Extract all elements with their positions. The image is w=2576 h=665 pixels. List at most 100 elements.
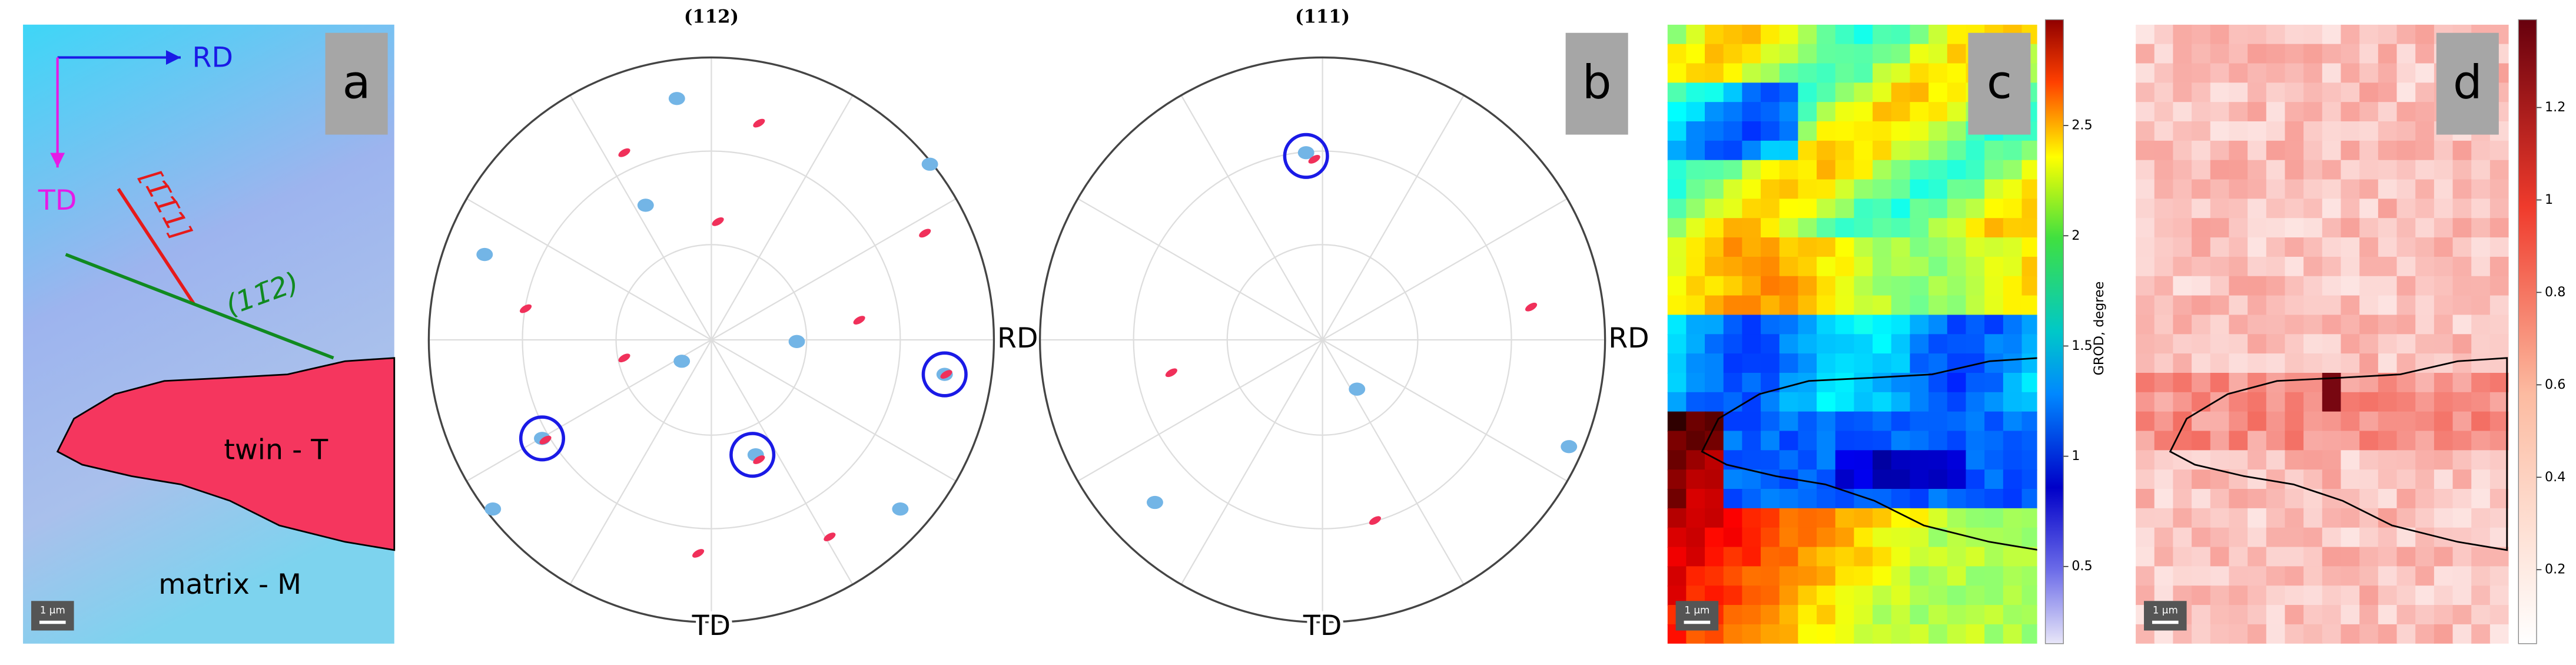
twin-region [56,357,396,551]
map-cell [1723,585,1743,606]
map-cell [1817,63,1837,84]
map-cell [1798,392,1818,413]
map-cell [2173,160,2193,180]
map-cell [2341,237,2361,258]
map-cell [1947,218,1967,239]
map-cell [1947,334,1967,355]
map-cell [1705,218,1725,239]
map-cell [2489,431,2509,451]
map-cell [2136,44,2156,64]
map-cell [1947,624,1967,644]
map-cell [1910,489,1930,509]
map-cell [2303,63,2323,84]
map-cell [2415,198,2435,219]
map-cell [2210,547,2230,567]
map-cell [2471,218,2491,239]
map-cell [2229,527,2249,548]
map-cell [1761,179,1781,200]
map-cell [2415,489,2435,509]
map-cell [1798,353,1818,374]
map-cell [2229,489,2249,509]
map-cell [2173,218,2193,239]
map-cell [2322,237,2342,258]
map-cell [1910,82,1930,103]
map-cell [2471,450,2491,471]
map-cell [2452,508,2472,529]
pole-point [753,118,765,128]
map-cell [1966,392,1986,413]
map-cell [1779,411,1799,432]
map-cell [1835,450,1855,471]
map-cell [2471,160,2491,180]
map-cell [1686,63,1706,84]
map-cell [2434,315,2454,335]
map-cell [1817,527,1837,548]
map-cell [2452,256,2472,277]
map-cell [1723,431,1743,451]
map-cell [1779,63,1799,84]
map [2136,24,2509,644]
map-cell [1873,315,1893,335]
map-cell [2154,508,2174,529]
pole-figure: (111) RD TD [1038,6,1652,645]
map-cell [2173,315,2193,335]
colorbar [2518,19,2537,644]
map-cell [1798,566,1818,587]
map-cell [2229,315,2249,335]
map-cell [1984,218,2004,239]
map-cell [1723,489,1743,509]
map-cell [1686,353,1706,374]
map-cell [1910,547,1930,567]
map-cell [1835,160,1855,180]
map-cell [2248,218,2268,239]
map-cell [2303,160,2323,180]
map-cell [1966,431,1986,451]
map-cell [1928,102,1948,123]
map-cell [2136,24,2156,45]
map-cell [1686,527,1706,548]
map-cell [1928,315,1948,335]
map-cell [2378,315,2398,335]
map-cell [1686,431,1706,451]
map-cell [1910,353,1930,374]
map-cell [2173,547,2193,567]
map-cell [2173,276,2193,296]
map-cell [2489,392,2509,413]
map-cell [1891,218,1911,239]
map-cell [1854,295,1874,316]
map-cell [1723,605,1743,626]
map-cell [1891,431,1911,451]
map-cell [2003,508,2023,529]
map-cell [1667,276,1687,296]
map-cell [2266,160,2286,180]
map-cell [1854,353,1874,374]
matrix-label: matrix - M [158,568,301,601]
map-cell [1779,295,1799,316]
map-cell [2303,334,2323,355]
map-cell [1723,121,1743,142]
map-cell [1798,218,1818,239]
map-cell [1854,624,1874,644]
map-cell [2266,624,2286,644]
map-cell [1779,179,1799,200]
map-cell [1742,256,1762,277]
map-cell [2136,372,2156,393]
pole-figure-title: (111) [1295,6,1350,28]
map-cell [1947,82,1967,103]
map-cell [2359,44,2379,64]
map-cell [2266,295,2286,316]
map-cell [1667,140,1687,161]
map-cell [2154,237,2174,258]
map-cell [1854,121,1874,142]
map-cell [2489,218,2509,239]
map-cell [2359,315,2379,335]
map-cell [2285,237,2305,258]
map-cell [2229,295,2249,316]
map-cell [2341,585,2361,606]
map-cell [2489,527,2509,548]
map-cell [2210,198,2230,219]
map-cell [2192,411,2212,432]
colorbar-tick-label: 1 [2545,192,2553,207]
map-cell [1761,624,1781,644]
